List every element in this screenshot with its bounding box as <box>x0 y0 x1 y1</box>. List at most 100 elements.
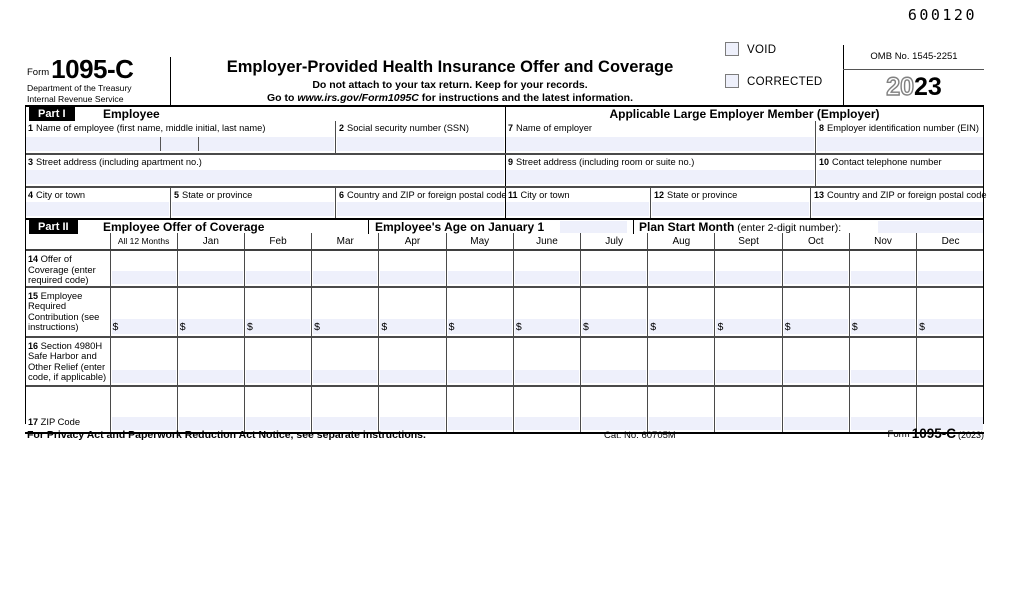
entry-cell-17-mar[interactable] <box>311 385 379 433</box>
entry-cell-14-feb[interactable] <box>243 250 312 287</box>
entry-cell-15-feb[interactable]: $ <box>243 286 312 337</box>
entry-area[interactable] <box>514 318 580 334</box>
employer-street-input[interactable] <box>506 170 814 184</box>
entry-area[interactable] <box>111 369 176 383</box>
entry-area[interactable] <box>649 416 714 430</box>
entry-area[interactable] <box>447 318 512 334</box>
employee-city-input[interactable] <box>26 202 169 216</box>
entry-cell-15-dec[interactable]: $ <box>916 286 984 337</box>
entry-cell-16-apr[interactable] <box>378 336 447 386</box>
entry-area[interactable] <box>514 369 580 383</box>
entry-area[interactable] <box>178 416 243 430</box>
entry-cell-17-nov[interactable] <box>848 385 917 433</box>
entry-area[interactable] <box>380 270 445 284</box>
entry-area[interactable] <box>313 369 378 383</box>
entry-cell-15-july[interactable]: $ <box>580 286 648 337</box>
entry-cell-17-june[interactable] <box>512 385 581 433</box>
entry-cell-14-may[interactable] <box>445 250 514 287</box>
entry-area[interactable] <box>716 270 781 284</box>
entry-area[interactable] <box>447 270 512 284</box>
entry-area[interactable] <box>783 369 848 383</box>
entry-cell-15-june[interactable]: $ <box>512 286 581 337</box>
entry-area[interactable] <box>649 318 714 334</box>
entry-cell-15-jan[interactable]: $ <box>176 286 245 337</box>
entry-cell-17-sept[interactable] <box>714 385 783 433</box>
entry-area[interactable] <box>918 318 983 334</box>
entry-cell-15-nov[interactable]: $ <box>848 286 917 337</box>
entry-cell-14-nov[interactable] <box>848 250 917 287</box>
entry-area[interactable] <box>649 270 714 284</box>
entry-area[interactable] <box>783 416 848 430</box>
entry-cell-16-dec[interactable] <box>916 336 984 386</box>
entry-cell-16-jan[interactable] <box>176 336 245 386</box>
entry-area[interactable] <box>245 318 311 334</box>
entry-area[interactable] <box>245 416 311 430</box>
employee-street-input[interactable] <box>26 170 504 184</box>
corrected-checkbox[interactable] <box>725 74 739 88</box>
entry-area[interactable] <box>918 270 983 284</box>
entry-area[interactable] <box>178 270 243 284</box>
entry-cell-17-jan[interactable] <box>176 385 245 433</box>
entry-area[interactable] <box>918 416 983 430</box>
entry-area[interactable] <box>447 369 512 383</box>
plan-start-month-input[interactable] <box>878 221 984 233</box>
entry-cell-15-all-12-months[interactable]: $ <box>109 286 178 337</box>
entry-area[interactable] <box>111 416 176 430</box>
entry-area[interactable] <box>850 270 916 284</box>
entry-cell-15-apr[interactable]: $ <box>378 286 447 337</box>
entry-area[interactable] <box>918 369 983 383</box>
entry-cell-14-mar[interactable] <box>311 250 379 287</box>
entry-cell-14-apr[interactable] <box>378 250 447 287</box>
employee-name-input[interactable] <box>26 137 334 151</box>
employer-city-input[interactable] <box>506 202 649 216</box>
entry-area[interactable] <box>850 369 916 383</box>
entry-cell-17-all-12-months[interactable] <box>109 385 178 433</box>
entry-area[interactable] <box>245 369 311 383</box>
ssn-input[interactable] <box>337 137 504 151</box>
employee-age-input[interactable] <box>560 221 627 233</box>
entry-cell-14-aug[interactable] <box>647 250 715 287</box>
entry-area[interactable] <box>313 318 378 334</box>
entry-area[interactable] <box>783 318 848 334</box>
entry-cell-17-oct[interactable] <box>781 385 850 433</box>
entry-cell-16-june[interactable] <box>512 336 581 386</box>
entry-area[interactable] <box>380 318 445 334</box>
entry-cell-14-jan[interactable] <box>176 250 245 287</box>
entry-area[interactable] <box>716 416 781 430</box>
entry-area[interactable] <box>178 318 243 334</box>
employee-zip-input[interactable] <box>337 202 504 216</box>
entry-cell-14-sept[interactable] <box>714 250 783 287</box>
entry-cell-17-july[interactable] <box>580 385 648 433</box>
entry-area[interactable] <box>245 270 311 284</box>
entry-area[interactable] <box>313 416 378 430</box>
ein-input[interactable] <box>817 137 983 151</box>
entry-cell-15-oct[interactable]: $ <box>781 286 850 337</box>
entry-area[interactable] <box>447 416 512 430</box>
entry-area[interactable] <box>514 416 580 430</box>
entry-cell-17-feb[interactable] <box>243 385 312 433</box>
entry-cell-14-june[interactable] <box>512 250 581 287</box>
phone-input[interactable] <box>817 170 983 184</box>
entry-cell-16-mar[interactable] <box>311 336 379 386</box>
entry-area[interactable] <box>111 270 176 284</box>
entry-area[interactable] <box>649 369 714 383</box>
entry-cell-17-dec[interactable] <box>916 385 984 433</box>
entry-area[interactable] <box>111 318 176 334</box>
employer-state-input[interactable] <box>652 202 809 216</box>
entry-area[interactable] <box>850 318 916 334</box>
entry-area[interactable] <box>783 270 848 284</box>
entry-cell-15-may[interactable]: $ <box>445 286 514 337</box>
entry-area[interactable] <box>178 369 243 383</box>
entry-cell-14-july[interactable] <box>580 250 648 287</box>
entry-area[interactable] <box>380 416 445 430</box>
entry-area[interactable] <box>716 369 781 383</box>
entry-cell-14-all-12-months[interactable] <box>109 250 178 287</box>
entry-cell-16-aug[interactable] <box>647 336 715 386</box>
entry-cell-16-sept[interactable] <box>714 336 783 386</box>
entry-area[interactable] <box>716 318 781 334</box>
entry-area[interactable] <box>313 270 378 284</box>
entry-cell-16-july[interactable] <box>580 336 648 386</box>
employee-state-input[interactable] <box>172 202 334 216</box>
employer-name-input[interactable] <box>506 137 814 151</box>
entry-cell-14-oct[interactable] <box>781 250 850 287</box>
